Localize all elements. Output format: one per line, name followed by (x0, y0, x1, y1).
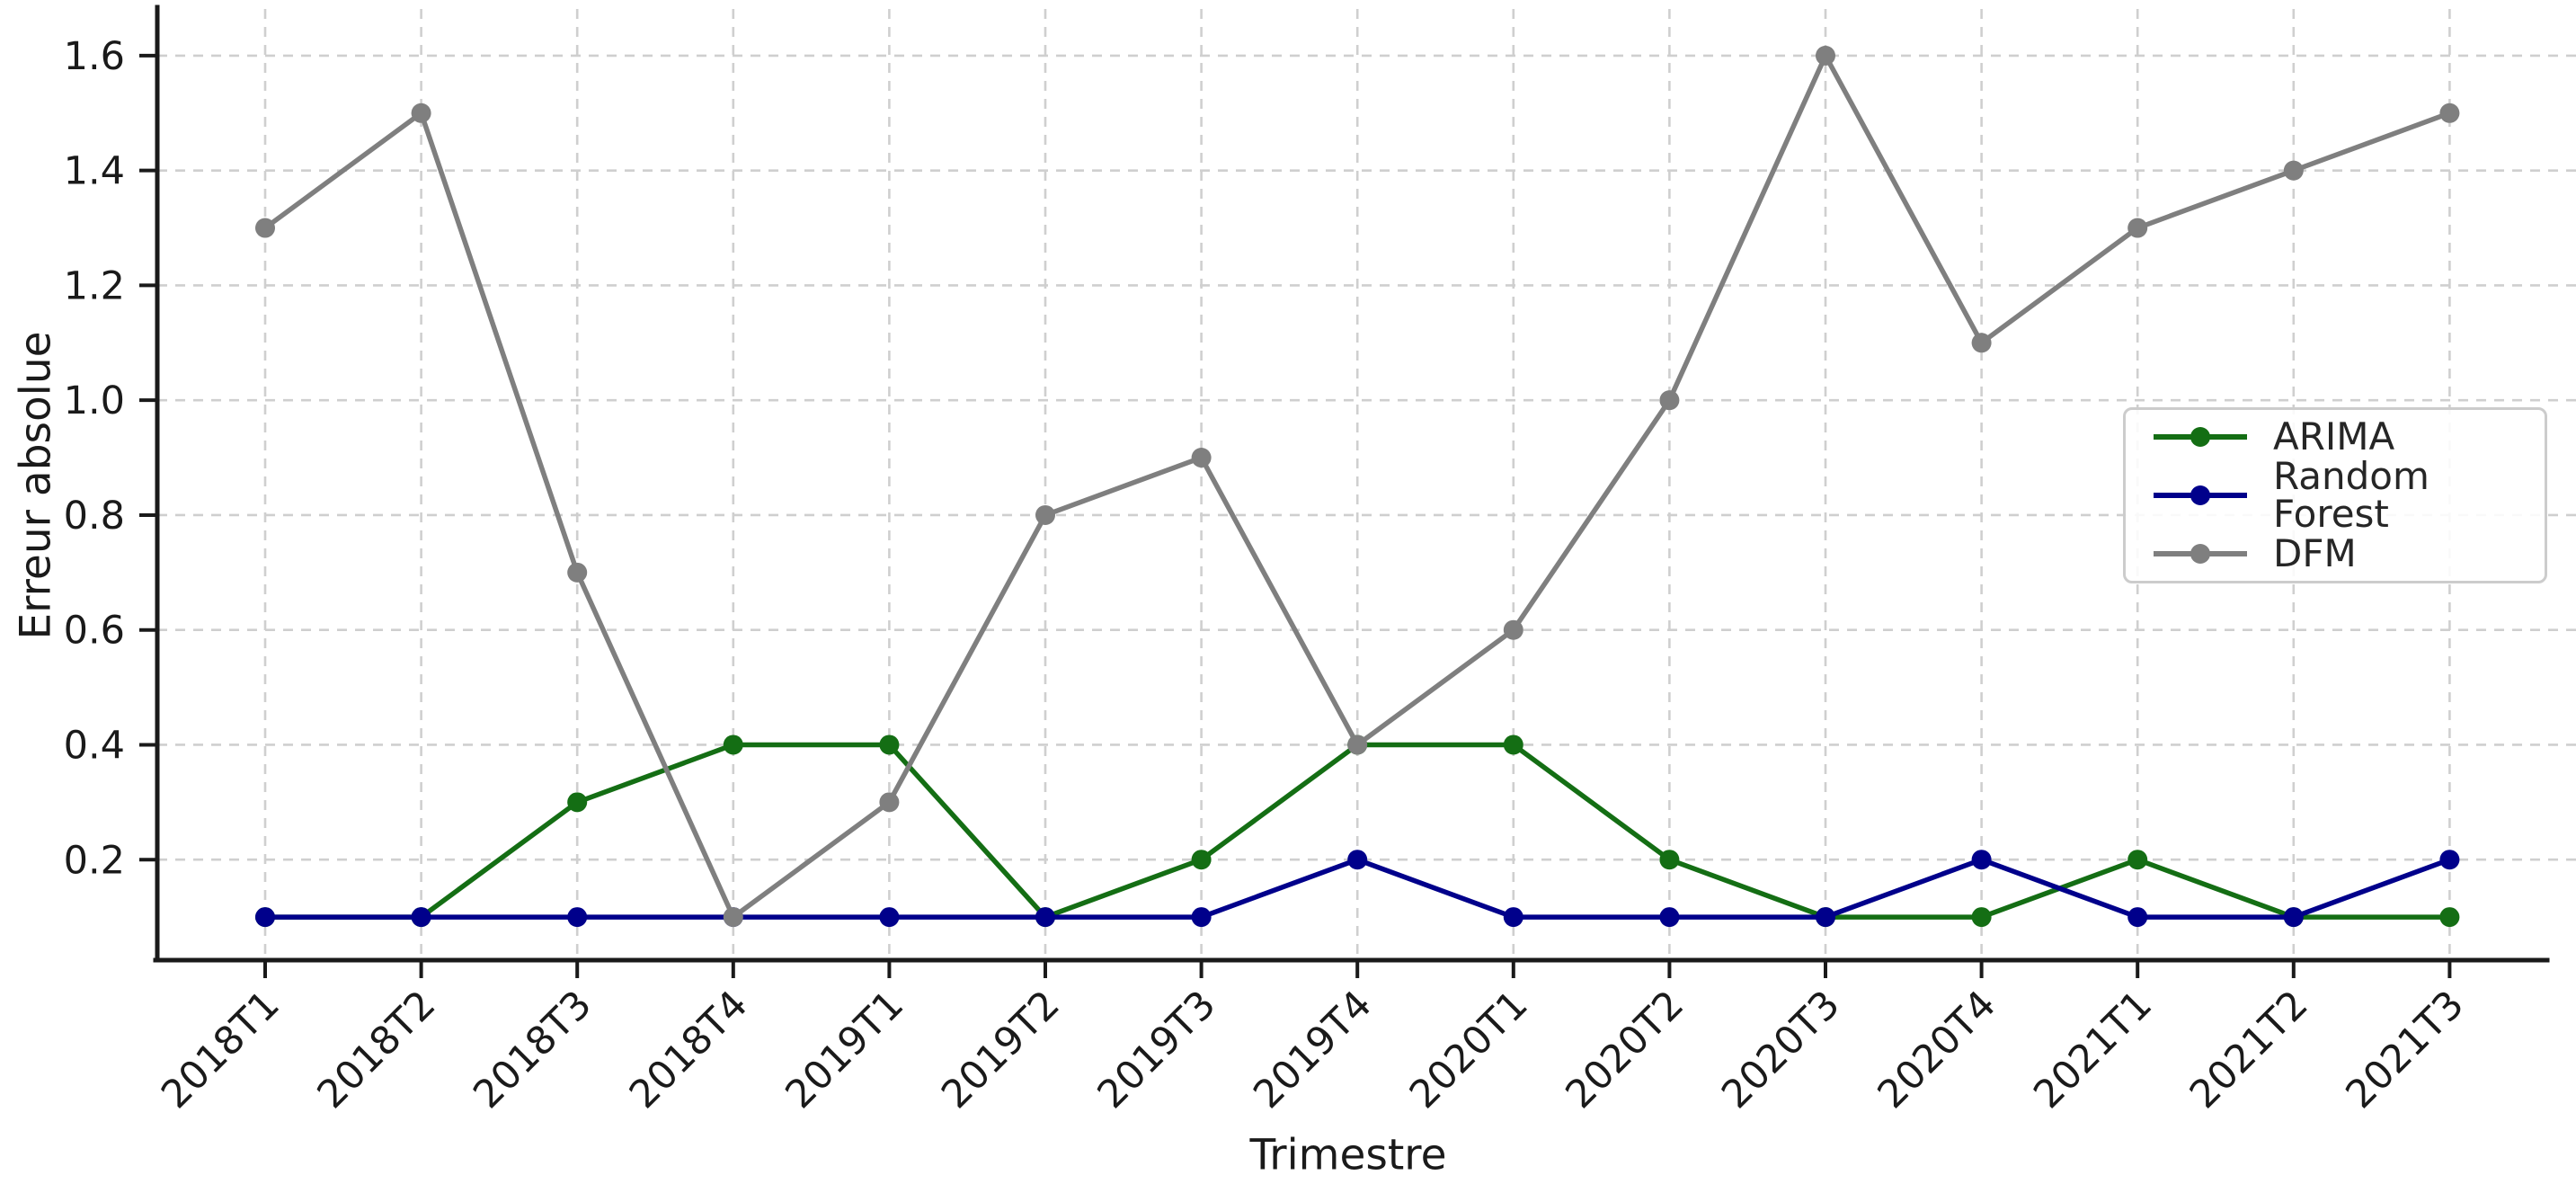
x-axis-label: Trimestre (1249, 1130, 1447, 1180)
data-point-marker (255, 218, 275, 238)
legend-label-dfm: DFM (2273, 531, 2357, 575)
y-tick-label: 1.0 (64, 378, 125, 423)
series-random-forest (255, 850, 2460, 928)
data-point-marker (1191, 850, 1212, 870)
data-point-marker (879, 792, 900, 813)
data-point-marker (723, 734, 743, 755)
data-point-marker (567, 792, 588, 813)
data-point-marker (567, 562, 588, 583)
legend-swatch-dfm (2154, 544, 2247, 564)
data-point-marker (1347, 850, 1368, 870)
x-tick-label: 2020T4 (1870, 982, 2005, 1117)
data-point-marker (879, 734, 900, 755)
data-point-marker (1503, 619, 1523, 640)
x-tick-label: 2018T1 (153, 982, 289, 1117)
data-point-marker (1816, 45, 1835, 66)
x-tick-label: 2019T1 (777, 982, 913, 1117)
data-point-marker (1191, 907, 1212, 928)
x-tick-label: 2018T2 (309, 982, 445, 1117)
data-point-marker (2127, 218, 2148, 238)
y-tick-label: 0.2 (64, 838, 125, 883)
y-tick-label: 1.6 (64, 34, 125, 79)
y-tick-label: 0.8 (64, 494, 125, 539)
data-point-marker (1191, 448, 1212, 468)
data-point-marker (1971, 850, 1992, 870)
data-point-marker (2127, 850, 2148, 870)
data-point-marker (1659, 390, 1680, 411)
data-point-marker (255, 907, 275, 928)
data-point-marker (2439, 850, 2460, 870)
y-axis-label: Erreur absolue (11, 331, 61, 640)
x-tick-label: 2021T3 (2338, 982, 2474, 1117)
data-point-marker (411, 102, 431, 123)
x-tick-label: 2018T3 (465, 982, 600, 1117)
data-point-marker (1659, 907, 1680, 928)
data-point-marker (567, 907, 588, 928)
data-point-marker (2439, 102, 2460, 123)
legend-swatch-arima (2154, 427, 2247, 447)
x-tick-label: 2019T2 (933, 982, 1069, 1117)
x-tick-label: 2019T3 (1089, 982, 1225, 1117)
data-point-marker (1035, 907, 1055, 928)
data-point-marker (411, 907, 431, 928)
x-tick-label: 2019T4 (1245, 982, 1381, 1117)
data-point-marker (1503, 907, 1523, 928)
data-point-marker (2439, 907, 2460, 928)
x-tick-label: 2020T3 (1713, 982, 1849, 1117)
tick-marks (139, 53, 2452, 978)
x-tick-label: 2020T1 (1401, 982, 1537, 1117)
data-point-marker (1971, 333, 1992, 353)
legend-swatch-random-forest (2154, 485, 2247, 505)
data-point-marker (1035, 504, 1055, 525)
legend-label-arima: ARIMA (2273, 414, 2395, 458)
axes-spines (153, 4, 2550, 963)
data-point-marker (2283, 160, 2304, 181)
y-tick-label: 0.6 (64, 609, 125, 654)
x-tick-label: 2021T2 (2181, 982, 2317, 1117)
legend-item-dfm: DFM (2151, 535, 2545, 573)
x-tick-label: 2020T2 (1558, 982, 1693, 1117)
x-tick-label: 2018T4 (621, 982, 757, 1117)
data-point-marker (1659, 850, 1680, 870)
data-point-marker (1971, 907, 1992, 928)
y-tick-label: 1.2 (64, 263, 125, 308)
data-point-marker (1816, 907, 1835, 928)
legend-item-arima: ARIMA (2151, 418, 2545, 456)
data-point-marker (2283, 907, 2304, 928)
y-tick-label: 1.4 (64, 149, 125, 194)
series-dfm (255, 45, 2460, 928)
data-point-marker (2127, 907, 2148, 928)
data-point-marker (1347, 734, 1368, 755)
data-point-marker (879, 907, 900, 928)
y-tick-label: 0.4 (64, 724, 125, 769)
legend-item-random-forest: Random Forest (2151, 458, 2545, 533)
x-tick-label: 2021T1 (2025, 982, 2161, 1117)
legend-label-random-forest: Random Forest (2273, 454, 2429, 536)
chart-legend: ARIMA Random Forest DFM (2123, 407, 2547, 583)
data-point-marker (1503, 734, 1523, 755)
data-point-marker (723, 907, 743, 928)
